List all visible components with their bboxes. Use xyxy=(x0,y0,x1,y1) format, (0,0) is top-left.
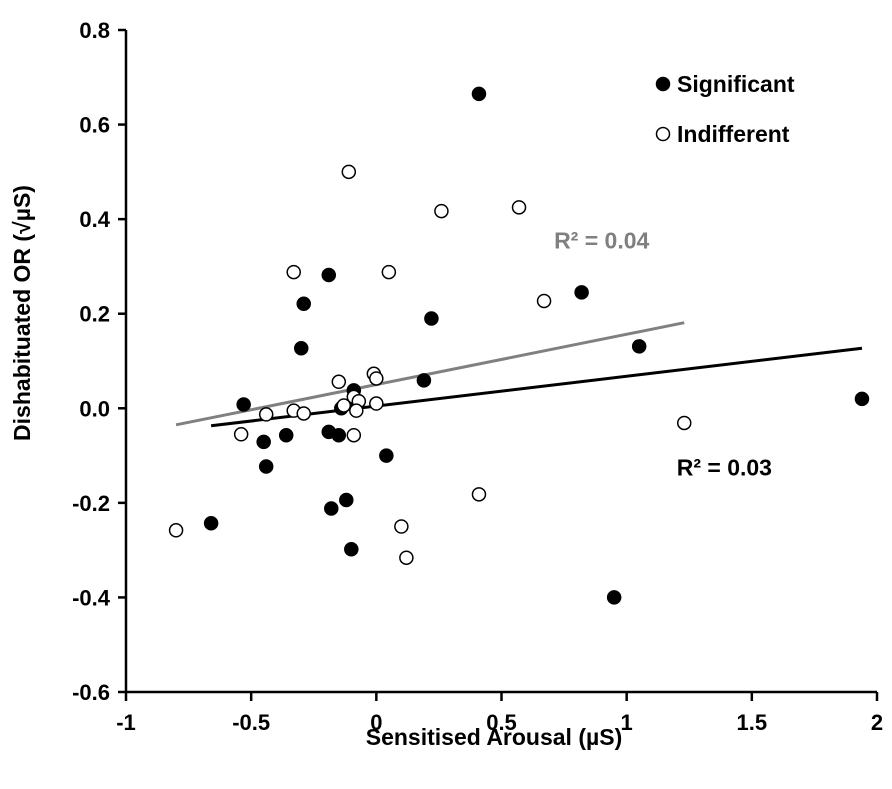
significant-point xyxy=(258,459,274,474)
significant-point xyxy=(324,501,339,516)
significant-point xyxy=(416,373,432,388)
y-tick-label: 0.4 xyxy=(79,207,110,232)
significant-point xyxy=(321,267,337,283)
trendlines xyxy=(175,321,863,428)
r-squared-indifferent: R² = 0.04 xyxy=(554,227,649,253)
x-tick-label: -0.5 xyxy=(232,710,270,735)
y-tick-label: -0.4 xyxy=(72,585,111,610)
indifferent-point xyxy=(336,398,352,413)
indifferent-point xyxy=(434,203,449,219)
significant-point xyxy=(296,296,311,312)
legend-label-indifferent: Indifferent xyxy=(677,121,790,147)
y-tick-label: -0.6 xyxy=(72,680,110,705)
indifferent-point xyxy=(536,293,552,309)
trendline-indifferent xyxy=(175,321,685,427)
legend-marker-significant xyxy=(655,76,671,92)
y-ticks: 0.8 0.6 0.4 0.2 0.0 -0.2 -0.4 -0.6 xyxy=(72,18,126,705)
y-tick-label: -0.2 xyxy=(72,491,110,516)
indifferent-point xyxy=(168,523,184,538)
indifferent-point xyxy=(511,200,527,215)
indifferent-point xyxy=(346,427,362,443)
r-squared-significant: R² = 0.03 xyxy=(677,454,772,480)
x-axis-title: Sensitised Arousal (µS) xyxy=(366,724,623,750)
trendline-significant xyxy=(210,346,863,428)
significant-point xyxy=(203,515,219,531)
x-tick-label: 1 xyxy=(621,710,633,735)
indifferent-point xyxy=(394,519,409,534)
indifferent-point xyxy=(676,415,692,431)
significant-point xyxy=(574,285,589,300)
significant-point xyxy=(379,448,394,463)
indifferent-point xyxy=(286,264,301,280)
significant-point xyxy=(471,86,487,102)
x-tick-label: 0.5 xyxy=(486,710,517,735)
significant-point xyxy=(339,492,354,508)
indifferent-point xyxy=(258,407,274,422)
legend: Significant Indifferent xyxy=(655,71,795,147)
significant-point xyxy=(256,434,271,450)
indifferent-point xyxy=(369,371,384,386)
y-tick-label: 0.8 xyxy=(79,18,110,43)
significant-point xyxy=(331,427,347,443)
x-ticks: -1 -0.5 0 0.5 1 1.5 2 xyxy=(116,692,883,735)
indifferent-point xyxy=(381,264,397,280)
x-tick-label: 2 xyxy=(871,710,883,735)
significant-point xyxy=(606,590,622,605)
y-axis-title: Dishabituated OR (√µS) xyxy=(9,185,35,441)
significant-point xyxy=(631,339,647,354)
indifferent-point xyxy=(331,374,347,390)
significant-point xyxy=(293,340,309,356)
significant-point xyxy=(278,427,294,443)
x-tick-label: 0 xyxy=(370,710,382,735)
data-points xyxy=(168,86,870,605)
legend-marker-indifferent xyxy=(655,126,671,142)
y-tick-label: 0.6 xyxy=(79,113,110,138)
legend-label-significant: Significant xyxy=(677,71,795,97)
y-tick-label: 0.0 xyxy=(79,396,110,421)
significant-point xyxy=(854,391,870,407)
x-tick-label: 1.5 xyxy=(737,710,768,735)
indifferent-point xyxy=(349,403,364,418)
indifferent-point xyxy=(341,164,357,180)
indifferent-point xyxy=(296,406,311,421)
y-tick-label: 0.2 xyxy=(79,302,110,327)
indifferent-point xyxy=(399,550,414,565)
significant-point xyxy=(424,311,439,326)
significant-point xyxy=(344,541,359,557)
indifferent-point xyxy=(471,487,487,502)
x-tick-label: -1 xyxy=(116,710,136,735)
indifferent-point xyxy=(233,427,249,442)
significant-point xyxy=(236,397,251,412)
indifferent-point xyxy=(369,396,384,411)
